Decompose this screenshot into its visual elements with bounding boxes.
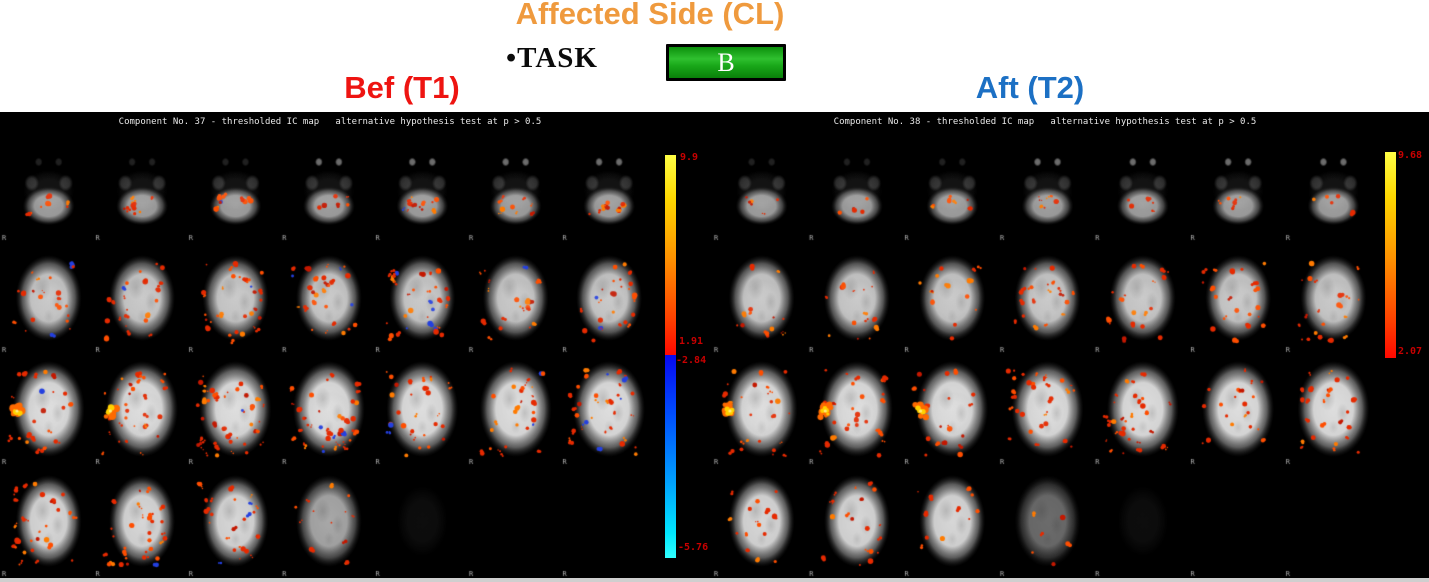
colorbar-label-neg-max-left: -2.84 [676,355,707,366]
colorbar-label-pos-max-right: 9.68 [1398,150,1423,161]
colorbar-label-pos-min-right: 2.07 [1398,346,1423,357]
figure-bottom-border [0,578,1429,582]
panel-heading-after: Aft (T2) [975,70,1085,105]
colorbar-positive-right [1385,152,1396,358]
panel-header-text-right: Component No. 38 - thresholded IC map al… [833,117,1257,127]
condition-label: B [717,48,735,77]
panel-heading-before: Bef (T1) [344,70,460,105]
brain-slices-canvas [0,112,1429,582]
task-label: •TASK [506,42,598,74]
condition-box: B [666,44,786,81]
figure-title: Affected Side (CL) [515,0,785,31]
ic-map-figure-area: Component No. 37 - thresholded IC map al… [0,112,1429,582]
colorbar-label-neg-min-left: -5.76 [678,542,709,553]
colorbar-label-pos-min-left: 1.91 [679,336,704,347]
panel-header-text-left: Component No. 37 - thresholded IC map al… [118,117,542,127]
colorbar-negative-left [665,355,676,558]
colorbar-label-pos-max-left: 9.9 [680,152,699,163]
colorbar-positive-left [665,155,676,355]
